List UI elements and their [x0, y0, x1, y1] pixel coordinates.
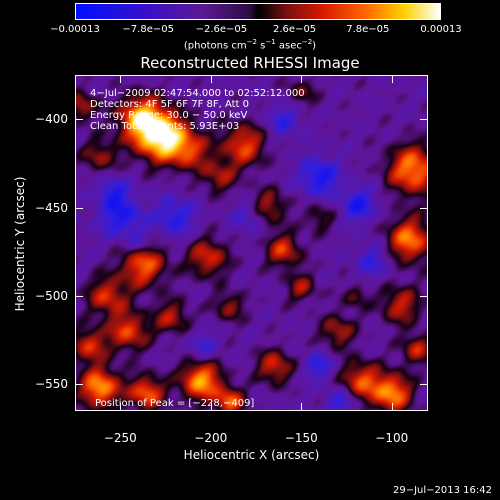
x-tick-label: −200 — [194, 431, 228, 445]
y-axis-label: Heliocentric Y (arcsec) — [13, 176, 27, 312]
y-tick-mark-right — [420, 296, 427, 298]
y-tick-mark-right — [420, 207, 427, 209]
colorbar-tick-label: 7.8e−05 — [346, 24, 390, 35]
y-tick-mark — [76, 119, 83, 121]
y-tick-label: −450 — [35, 200, 68, 215]
x-tick-mark-top — [210, 76, 212, 83]
x-tick-mark-top — [391, 76, 393, 83]
y-tick-label: −400 — [35, 112, 68, 127]
footer-date: 29−Jul−2013 16:42 — [393, 485, 492, 496]
colorbar-units: (photons cm−2 s−1 asec−2) — [0, 38, 500, 51]
colorbar-tick-label: 2.6e−05 — [273, 24, 317, 35]
colorbar-units-exp1: −2 — [246, 38, 257, 46]
x-tick-mark — [210, 403, 212, 410]
colorbar-tick-label: 0.00013 — [420, 24, 462, 35]
x-tick-label: −250 — [103, 431, 137, 445]
colorbar-units-mid2: asec — [275, 40, 302, 52]
annotation-detectors: Detectors: 4F 5F 6F 7F 8F, Att 0 — [90, 99, 250, 110]
annotation-energy: Energy Range: 30.0 − 50.0 keV — [90, 110, 248, 121]
x-axis-label: Heliocentric X (arcsec) — [183, 448, 320, 462]
colorbar-units-suffix: ) — [312, 40, 317, 52]
colorbar — [75, 3, 441, 20]
plot-area: 4−Jul−2009 02:47:54.000 to 02:52:12.000 … — [75, 75, 428, 411]
annotation-clean: Clean Total Counts: 5.93E+03 — [90, 121, 240, 132]
x-tick-mark — [301, 403, 303, 410]
y-tick-mark-right — [420, 384, 427, 386]
colorbar-units-exp3: −2 — [301, 38, 313, 46]
colorbar-tick-label: −2.6e−05 — [195, 24, 248, 35]
y-tick-mark-right — [420, 119, 427, 121]
y-tick-label: −500 — [35, 289, 68, 304]
colorbar-tick-label: −0.00013 — [50, 24, 100, 35]
x-tick-label: −150 — [284, 431, 318, 445]
x-tick-mark-top — [120, 76, 122, 83]
x-tick-label: −100 — [375, 431, 409, 445]
x-tick-mark — [120, 403, 122, 410]
colorbar-units-exp2: −1 — [265, 38, 276, 46]
colorbar-units-mid: s — [256, 40, 266, 52]
annotation-peak: Position of Peak = [−228,−409] — [95, 398, 255, 409]
chart-title: Reconstructed RHESSI Image — [140, 54, 360, 72]
y-tick-mark — [76, 296, 83, 298]
colorbar-tick-label: −7.8e−05 — [122, 24, 174, 35]
y-tick-label: −550 — [35, 377, 68, 392]
y-tick-mark — [76, 207, 83, 209]
y-tick-mark — [76, 384, 83, 386]
annotation-time-range: 4−Jul−2009 02:47:54.000 to 02:52:12.000 — [90, 88, 305, 99]
colorbar-units-prefix: (photons cm — [183, 40, 247, 52]
x-tick-mark-top — [301, 76, 303, 83]
heatmap-image — [76, 76, 427, 410]
x-tick-mark — [391, 403, 393, 410]
